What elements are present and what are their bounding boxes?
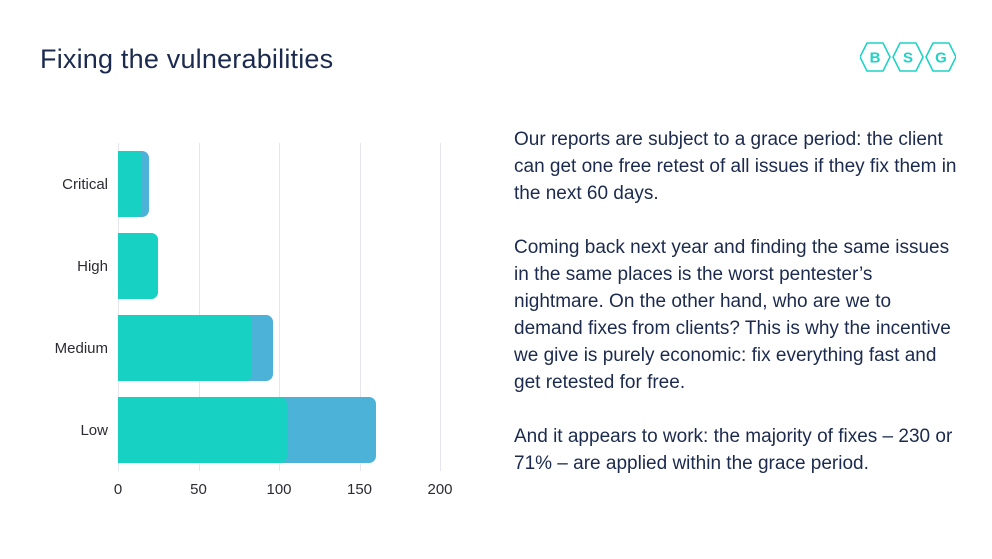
bar-track (118, 233, 440, 299)
gridline (118, 143, 119, 471)
bar-segment-fixed (118, 151, 143, 217)
x-tick-label: 0 (113, 481, 123, 498)
x-tick-label: 200 (427, 481, 453, 498)
x-tick-label: 100 (266, 481, 292, 498)
bar-track (118, 151, 440, 217)
body-text-column: Our reports are subject to a grace perio… (514, 127, 964, 505)
gridline (279, 143, 280, 471)
bar-row: Low (40, 389, 470, 471)
paragraph-result: And it appears to work: the majority of … (514, 425, 953, 474)
gridline (440, 143, 441, 471)
chart-rows: Critical High Medium Low (40, 143, 470, 471)
x-axis: 0 50 100 150 200 (114, 481, 453, 501)
vulnerabilities-bar-chart: Critical High Medium Low 0 50 100 150 200 (40, 143, 470, 501)
logo-hexagon (892, 42, 924, 72)
page-title: Fixing the vulnerabilities (40, 44, 334, 74)
x-tick-label: 150 (346, 481, 373, 498)
paragraph-grace-period: Our reports are subject to a grace perio… (514, 129, 957, 204)
chart-plot-area: Critical High Medium Low (40, 143, 470, 471)
bar-track (118, 397, 440, 463)
logo-hexagon (860, 42, 891, 72)
paragraph-incentive: Coming back next year and finding the sa… (514, 236, 951, 393)
y-category-label: Critical (62, 175, 108, 193)
logo-hexagon (925, 42, 956, 72)
chart-gridlines (118, 143, 441, 471)
gridline (359, 143, 361, 471)
logo-letter-g: G (935, 50, 947, 67)
x-tick-label: 50 (190, 481, 207, 498)
y-category-label: Medium (54, 339, 108, 357)
y-category-label: Low (80, 421, 108, 439)
y-category-label: High (77, 257, 108, 275)
bar-segment-fixed (118, 397, 288, 463)
bar-track (118, 315, 440, 381)
bar-row: Critical (40, 143, 470, 225)
bar-segment-fixed (118, 233, 159, 299)
bar-row: Medium (40, 307, 470, 389)
bsg-logo: B S G (860, 42, 956, 72)
bar-row: High (40, 225, 470, 307)
bar-segment-fixed (118, 315, 252, 381)
gridline (198, 143, 200, 471)
logo-letter-b: B (870, 50, 881, 67)
logo-letter-s: S (903, 50, 913, 67)
